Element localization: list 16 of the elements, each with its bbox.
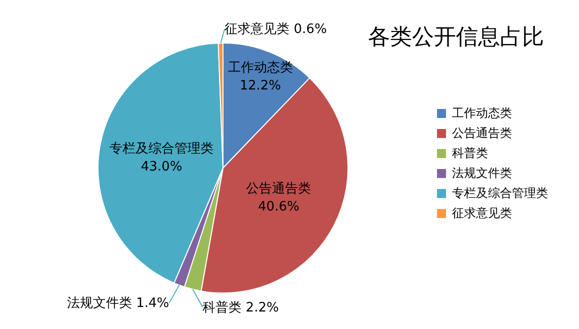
legend-label: 专栏及综合管理类 (452, 185, 548, 202)
category-label: 征求意见类 0.6% (224, 22, 327, 38)
slice-label: 专栏及综合管理类 (110, 141, 214, 156)
legend-label: 征求意见类 (452, 205, 512, 222)
chart-title: 各类公开信息占比 (368, 24, 544, 52)
legend-label: 科普类 (452, 145, 488, 162)
data-label: 40.6% (258, 198, 300, 214)
legend-label: 工作动态类 (452, 105, 512, 122)
category-label: 科普类 2.2% (202, 300, 279, 316)
slice-label: 工作动态类 (228, 60, 293, 75)
data-label: 43.0% (140, 159, 182, 174)
data-label: 12.2% (240, 78, 282, 93)
category-label: 法规文件类 1.4% (67, 296, 170, 312)
slice-label: 公告通告类 (246, 180, 312, 196)
legend-label: 法规文件类 (452, 165, 512, 182)
legend-label: 公告通告类 (452, 125, 512, 142)
